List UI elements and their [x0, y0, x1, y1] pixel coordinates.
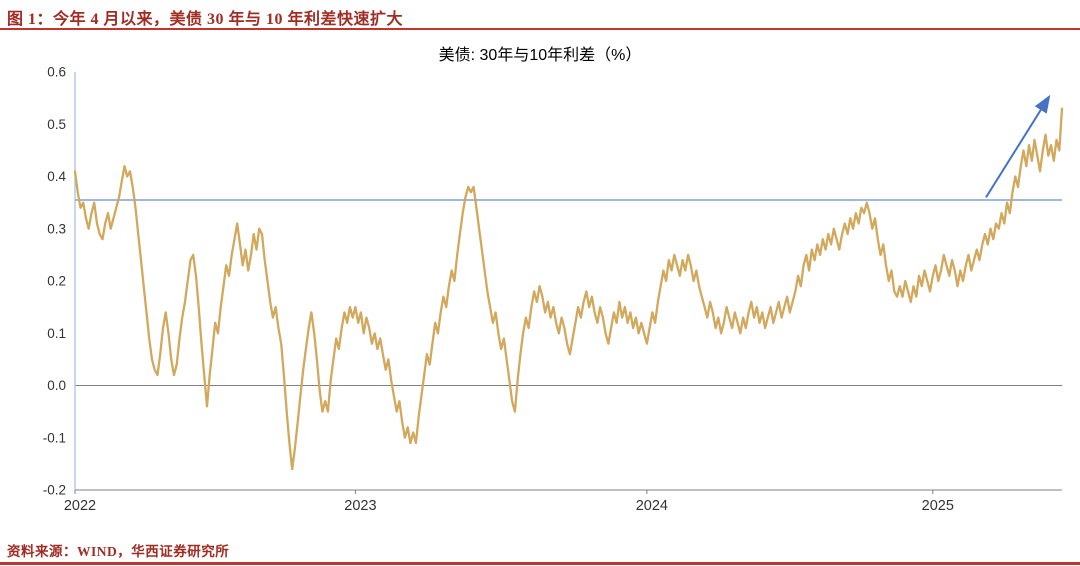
y-tick-label: 0.6	[47, 65, 66, 80]
header-divider	[0, 28, 1080, 30]
y-tick-label: -0.2	[43, 483, 66, 498]
spread-series-line	[73, 107, 1064, 471]
y-tick-label: 0.5	[47, 117, 66, 132]
trend-arrow	[985, 94, 1051, 198]
y-tick-label: 0.0	[47, 378, 66, 393]
x-tick-label: 2023	[344, 498, 376, 514]
x-tick-label: 2022	[64, 498, 96, 514]
y-tick-label: 0.2	[47, 274, 66, 289]
y-tick-label: -0.1	[43, 430, 66, 445]
figure-caption: 图 1：今年 4 月以来，美债 30 年与 10 年利差快速扩大	[7, 11, 404, 28]
y-tick-label: 0.3	[47, 221, 66, 236]
y-tick-label: 0.1	[47, 326, 66, 341]
source-note: 资料来源：WIND，华西证券研究所	[7, 544, 230, 559]
x-tick-label: 2024	[636, 498, 668, 514]
x-tick-label: 2025	[922, 498, 954, 514]
chart-title: 美债: 30年与10年利差（%）	[438, 47, 642, 64]
footer-divider	[0, 562, 1080, 565]
y-tick-label: 0.4	[47, 169, 66, 184]
